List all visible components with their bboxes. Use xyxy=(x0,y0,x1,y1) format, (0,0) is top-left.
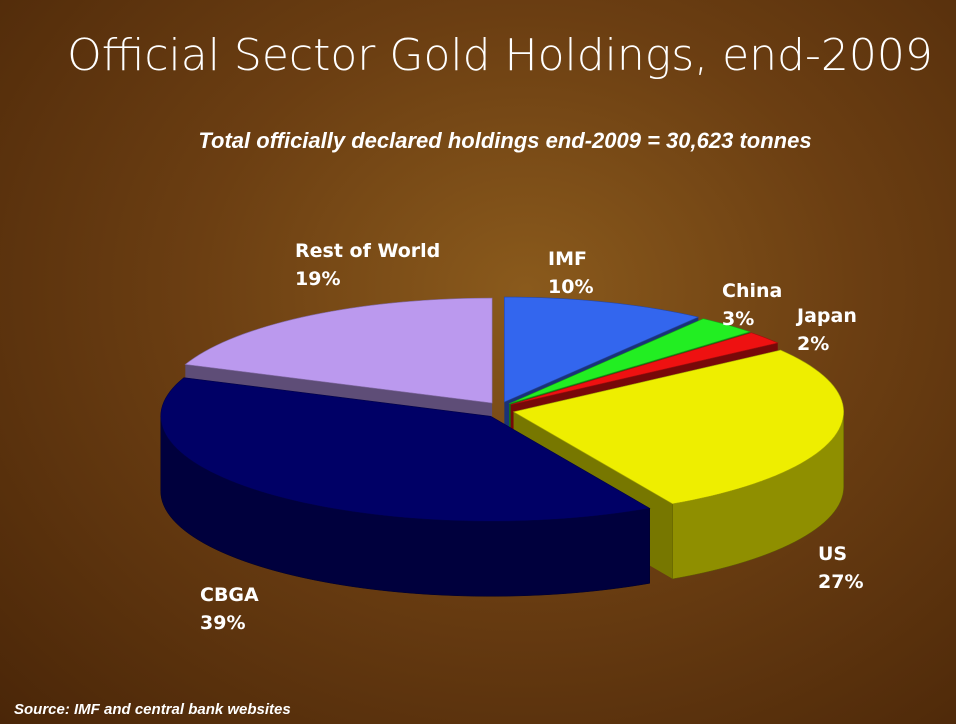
slice-label: Japan xyxy=(795,305,857,327)
slice-label: Rest of World xyxy=(295,240,440,262)
slice-value-label: 10% xyxy=(548,276,593,298)
chart: Official Sector Gold Holdings, end-2009 … xyxy=(0,0,956,724)
slice-label: CBGA xyxy=(200,584,259,606)
page: Official Sector Gold Holdings, end-2009 … xyxy=(0,0,956,724)
source-note: Source: IMF and central bank websites xyxy=(14,701,291,718)
slice-value-label: 27% xyxy=(818,571,863,593)
chart-subtitle: Total officially declared holdings end-2… xyxy=(198,128,811,153)
chart-title: Official Sector Gold Holdings, end-2009 xyxy=(67,30,933,81)
slice-value-label: 19% xyxy=(295,268,340,290)
slice-value-label: 39% xyxy=(200,612,245,634)
slice-value-label: 2% xyxy=(797,333,829,355)
slice-label: China xyxy=(722,280,782,302)
slice-label: US xyxy=(818,543,847,565)
slice-label: IMF xyxy=(548,248,587,270)
slice-value-label: 3% xyxy=(722,308,754,330)
